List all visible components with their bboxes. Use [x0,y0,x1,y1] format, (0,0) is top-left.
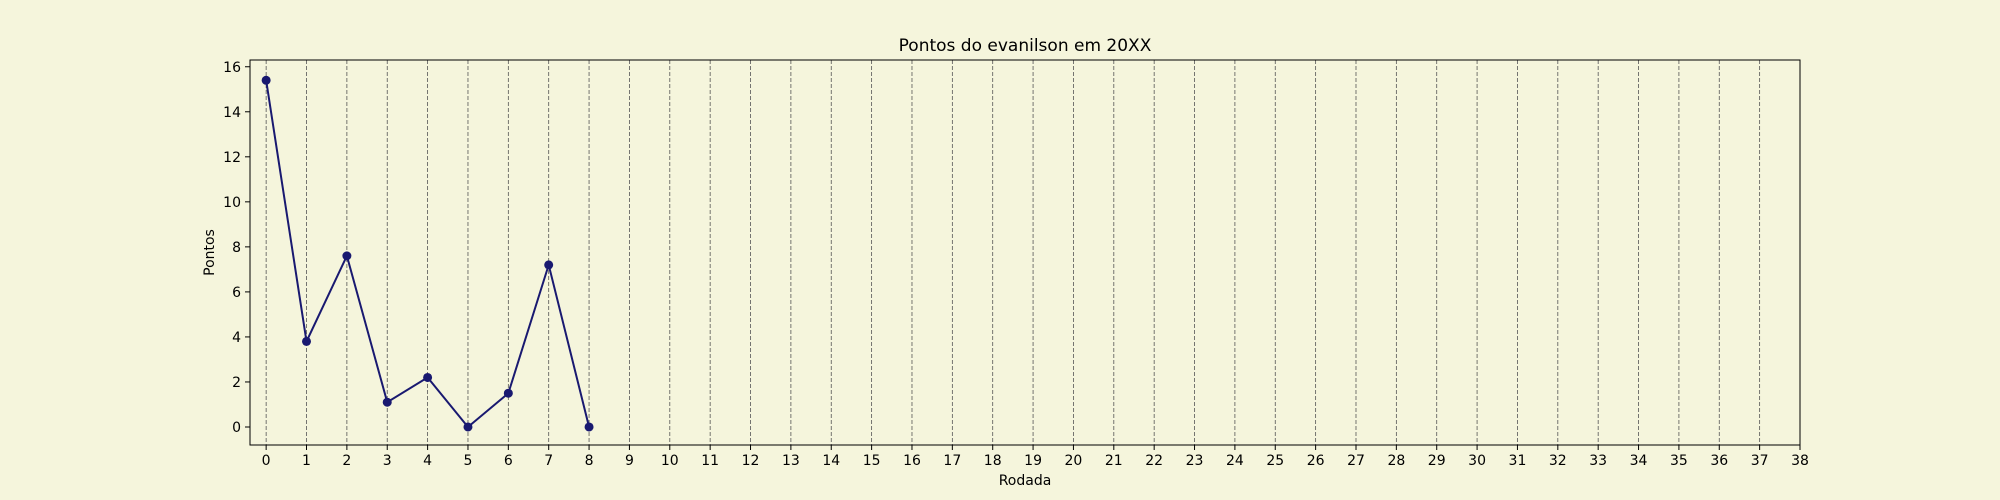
chart-title: Pontos do evanilson em 20XX [899,36,1152,56]
data-point [302,336,312,346]
data-point [342,251,352,261]
x-grid [265,60,1761,445]
x-axis-title: Rodada [999,473,1052,489]
x-tick-label: 8 [585,453,594,469]
x-tick-label: 5 [464,453,473,469]
x-tick-label: 29 [1428,453,1446,469]
y-axis: 0 2 4 6 8 10 12 14 16 [223,60,250,436]
x-tick-label: 16 [903,453,921,469]
y-tick-label: 16 [223,60,241,76]
x-tick-label: 38 [1791,453,1809,469]
x-tick-label: 25 [1266,453,1284,469]
y-tick-label: 2 [232,375,241,391]
x-tick-label: 26 [1307,453,1325,469]
x-tick-label: 10 [661,453,679,469]
x-tick-label: 14 [822,453,840,469]
x-tick-label: 33 [1589,453,1607,469]
x-tick-label: 11 [701,453,719,469]
data-point [423,372,433,382]
x-tick-label: 2 [342,453,351,469]
x-tick-label: 31 [1509,453,1527,469]
series-layer [261,75,594,432]
y-tick-label: 12 [223,150,241,166]
y-tick-label: 8 [232,240,241,256]
y-tick-label: 10 [223,195,241,211]
x-tick-label: 20 [1065,453,1083,469]
x-tick-label: 13 [782,453,800,469]
x-tick-label: 12 [742,453,760,469]
x-tick-label: 0 [262,453,271,469]
x-tick-label: 1 [302,453,311,469]
x-tick-label: 22 [1145,453,1163,469]
x-tick-label: 36 [1710,453,1728,469]
x-tick-label: 7 [544,453,553,469]
x-axis: 0 1 2 3 4 5 6 7 8 9 10 11 12 13 14 15 16 17 18 19 20 21 22 23 24… [262,445,1809,469]
data-point [463,422,473,432]
y-tick-label: 6 [232,285,241,301]
y-tick-label: 14 [223,105,241,121]
x-tick-label: 6 [504,453,513,469]
x-tick-label: 35 [1670,453,1688,469]
x-tick-label: 30 [1468,453,1486,469]
x-tick-label: 3 [383,453,392,469]
x-tick-label: 19 [1024,453,1042,469]
data-point [503,388,513,398]
x-tick-label: 9 [625,453,634,469]
x-tick-label: 32 [1549,453,1567,469]
x-tick-label: 23 [1186,453,1204,469]
data-point [544,260,554,270]
y-tick-label: 4 [232,330,241,346]
x-tick-label: 28 [1387,453,1405,469]
x-tick-label: 34 [1630,453,1648,469]
x-tick-label: 37 [1751,453,1769,469]
x-tick-label: 17 [943,453,961,469]
plot-area [250,60,1800,445]
y-tick-label: 0 [232,420,241,436]
x-tick-label: 24 [1226,453,1244,469]
x-tick-label: 4 [423,453,432,469]
x-tick-label: 21 [1105,453,1123,469]
y-axis-title: Pontos [202,229,218,276]
data-point [584,422,594,432]
plot-frame [249,59,1801,446]
data-point [261,75,271,85]
x-tick-label: 15 [863,453,881,469]
data-point [382,397,392,407]
x-tick-label: 18 [984,453,1002,469]
x-tick-label: 27 [1347,453,1365,469]
